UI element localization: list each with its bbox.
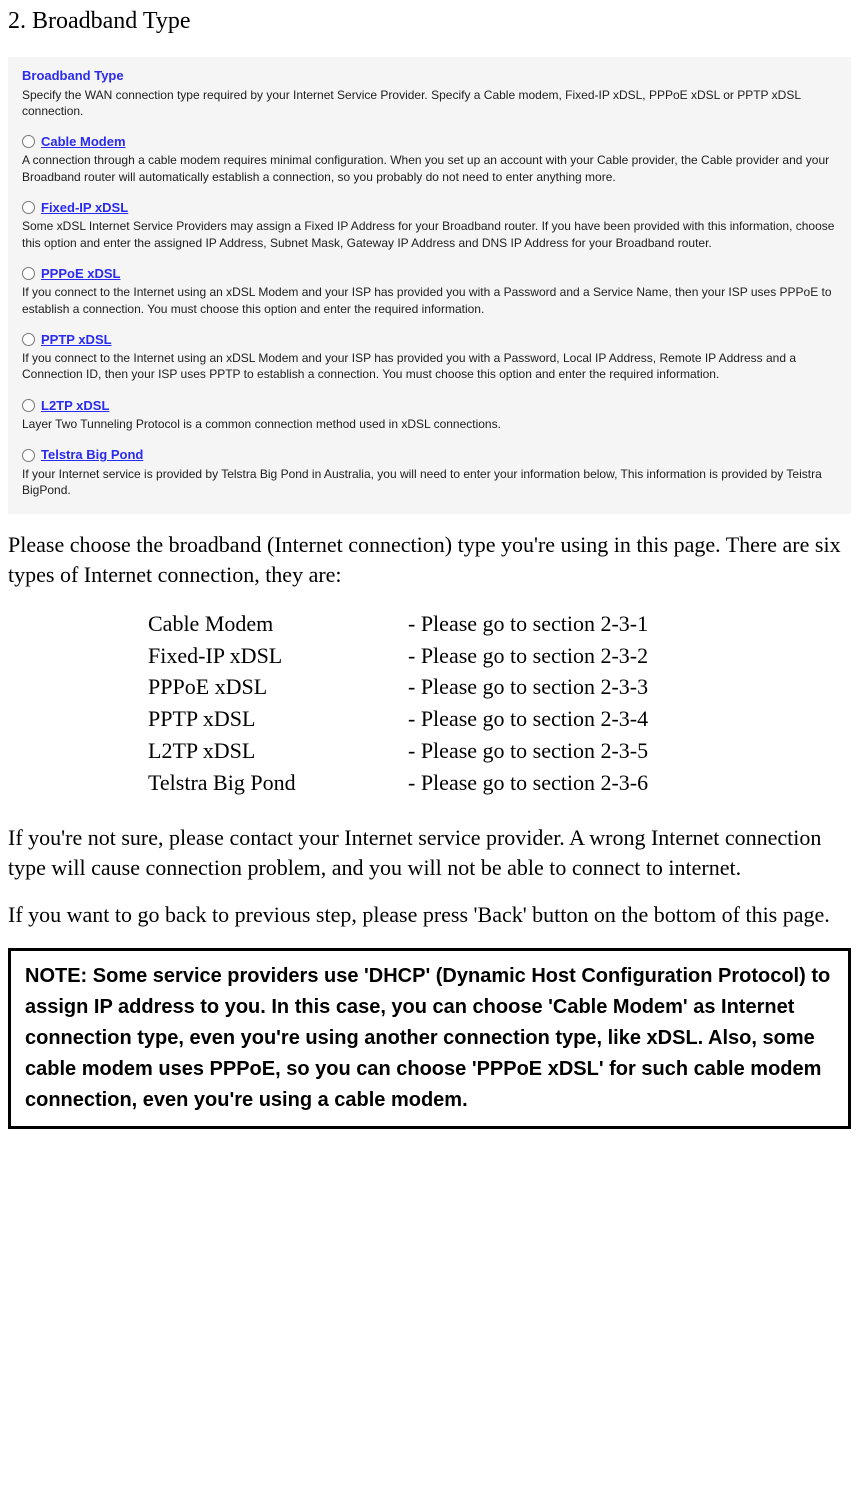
option-fixed-ip-xdsl: Fixed-IP xDSL Some xDSL Internet Service… (22, 199, 837, 251)
list-item: Telstra Big Pond - Please go to section … (148, 767, 851, 799)
conn-ref: - Please go to section 2-3-5 (408, 735, 648, 767)
conn-name: Fixed-IP xDSL (148, 640, 408, 672)
radio-cable-modem[interactable] (22, 135, 35, 148)
conn-ref: - Please go to section 2-3-4 (408, 703, 648, 735)
link-pppoe-xdsl[interactable]: PPPoE xDSL (41, 265, 120, 283)
option-pppoe-xdsl: PPPoE xDSL If you connect to the Interne… (22, 265, 837, 317)
body-warning-text: If you're not sure, please contact your … (8, 823, 851, 882)
list-item: Cable Modem - Please go to section 2-3-1 (148, 608, 851, 640)
panel-heading: Broadband Type (22, 67, 837, 85)
broadband-type-panel: Broadband Type Specify the WAN connectio… (8, 57, 851, 514)
conn-name: Telstra Big Pond (148, 767, 408, 799)
radio-pppoe-xdsl[interactable] (22, 267, 35, 280)
list-item: L2TP xDSL - Please go to section 2-3-5 (148, 735, 851, 767)
conn-ref: - Please go to section 2-3-3 (408, 671, 648, 703)
page-title: 2. Broadband Type (8, 8, 851, 35)
desc-pppoe-xdsl: If you connect to the Internet using an … (22, 284, 837, 316)
desc-pptp-xdsl: If you connect to the Internet using an … (22, 350, 837, 382)
option-cable-modem: Cable Modem A connection through a cable… (22, 133, 837, 185)
body-intro-text: Please choose the broadband (Internet co… (8, 530, 851, 589)
body-back-text: If you want to go back to previous step,… (8, 900, 851, 930)
list-item: PPTP xDSL - Please go to section 2-3-4 (148, 703, 851, 735)
link-l2tp-xdsl[interactable]: L2TP xDSL (41, 397, 109, 415)
conn-name: PPTP xDSL (148, 703, 408, 735)
conn-name: PPPoE xDSL (148, 671, 408, 703)
conn-ref: - Please go to section 2-3-6 (408, 767, 648, 799)
conn-ref: - Please go to section 2-3-2 (408, 640, 648, 672)
desc-cable-modem: A connection through a cable modem requi… (22, 152, 837, 184)
conn-name: Cable Modem (148, 608, 408, 640)
link-telstra-big-pond[interactable]: Telstra Big Pond (41, 446, 143, 464)
desc-telstra-big-pond: If your Internet service is provided by … (22, 466, 837, 498)
document-page: 2. Broadband Type Broadband Type Specify… (0, 0, 859, 1141)
link-fixed-ip-xdsl[interactable]: Fixed-IP xDSL (41, 199, 128, 217)
option-pptp-xdsl: PPTP xDSL If you connect to the Internet… (22, 331, 837, 383)
panel-intro-text: Specify the WAN connection type required… (22, 87, 837, 119)
option-telstra-big-pond: Telstra Big Pond If your Internet servic… (22, 446, 837, 498)
conn-ref: - Please go to section 2-3-1 (408, 608, 648, 640)
conn-name: L2TP xDSL (148, 735, 408, 767)
radio-telstra-big-pond[interactable] (22, 449, 35, 462)
link-pptp-xdsl[interactable]: PPTP xDSL (41, 331, 112, 349)
desc-fixed-ip-xdsl: Some xDSL Internet Service Providers may… (22, 218, 837, 250)
note-box: NOTE: Some service providers use 'DHCP' … (8, 948, 851, 1129)
option-l2tp-xdsl: L2TP xDSL Layer Two Tunneling Protocol i… (22, 397, 837, 433)
list-item: Fixed-IP xDSL - Please go to section 2-3… (148, 640, 851, 672)
list-item: PPPoE xDSL - Please go to section 2-3-3 (148, 671, 851, 703)
link-cable-modem[interactable]: Cable Modem (41, 133, 126, 151)
desc-l2tp-xdsl: Layer Two Tunneling Protocol is a common… (22, 416, 837, 432)
radio-l2tp-xdsl[interactable] (22, 399, 35, 412)
radio-fixed-ip-xdsl[interactable] (22, 201, 35, 214)
connection-list: Cable Modem - Please go to section 2-3-1… (148, 608, 851, 799)
radio-pptp-xdsl[interactable] (22, 333, 35, 346)
